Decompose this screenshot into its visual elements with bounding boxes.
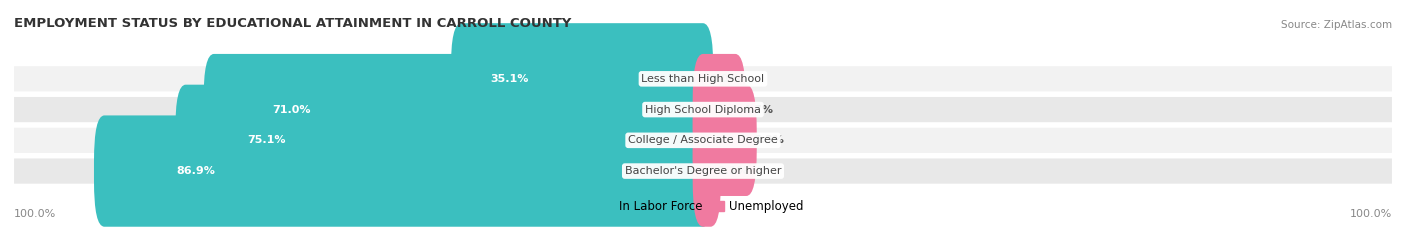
Text: 100.0%: 100.0% (1350, 209, 1392, 219)
FancyBboxPatch shape (94, 115, 713, 227)
FancyBboxPatch shape (693, 85, 756, 196)
Text: EMPLOYMENT STATUS BY EDUCATIONAL ATTAINMENT IN CARROLL COUNTY: EMPLOYMENT STATUS BY EDUCATIONAL ATTAINM… (14, 17, 571, 30)
FancyBboxPatch shape (14, 97, 1392, 122)
FancyBboxPatch shape (451, 23, 713, 134)
Text: 0.0%: 0.0% (710, 74, 741, 84)
FancyBboxPatch shape (14, 158, 1392, 184)
Text: Source: ZipAtlas.com: Source: ZipAtlas.com (1281, 20, 1392, 30)
Text: 35.1%: 35.1% (491, 74, 529, 84)
Text: 75.1%: 75.1% (247, 135, 287, 145)
Text: Less than High School: Less than High School (641, 74, 765, 84)
FancyBboxPatch shape (693, 54, 745, 165)
FancyBboxPatch shape (14, 128, 1392, 153)
Text: 1.1%: 1.1% (717, 166, 748, 176)
Text: 4.7%: 4.7% (742, 105, 773, 115)
Text: 71.0%: 71.0% (273, 105, 311, 115)
Legend: In Labor Force, Unemployed: In Labor Force, Unemployed (598, 195, 808, 218)
FancyBboxPatch shape (204, 54, 713, 165)
Text: 86.9%: 86.9% (176, 166, 215, 176)
FancyBboxPatch shape (176, 85, 713, 196)
Text: 6.3%: 6.3% (754, 135, 785, 145)
FancyBboxPatch shape (14, 66, 1392, 91)
FancyBboxPatch shape (693, 115, 721, 227)
Text: Bachelor's Degree or higher: Bachelor's Degree or higher (624, 166, 782, 176)
Text: 100.0%: 100.0% (14, 209, 56, 219)
Text: College / Associate Degree: College / Associate Degree (628, 135, 778, 145)
Text: High School Diploma: High School Diploma (645, 105, 761, 115)
